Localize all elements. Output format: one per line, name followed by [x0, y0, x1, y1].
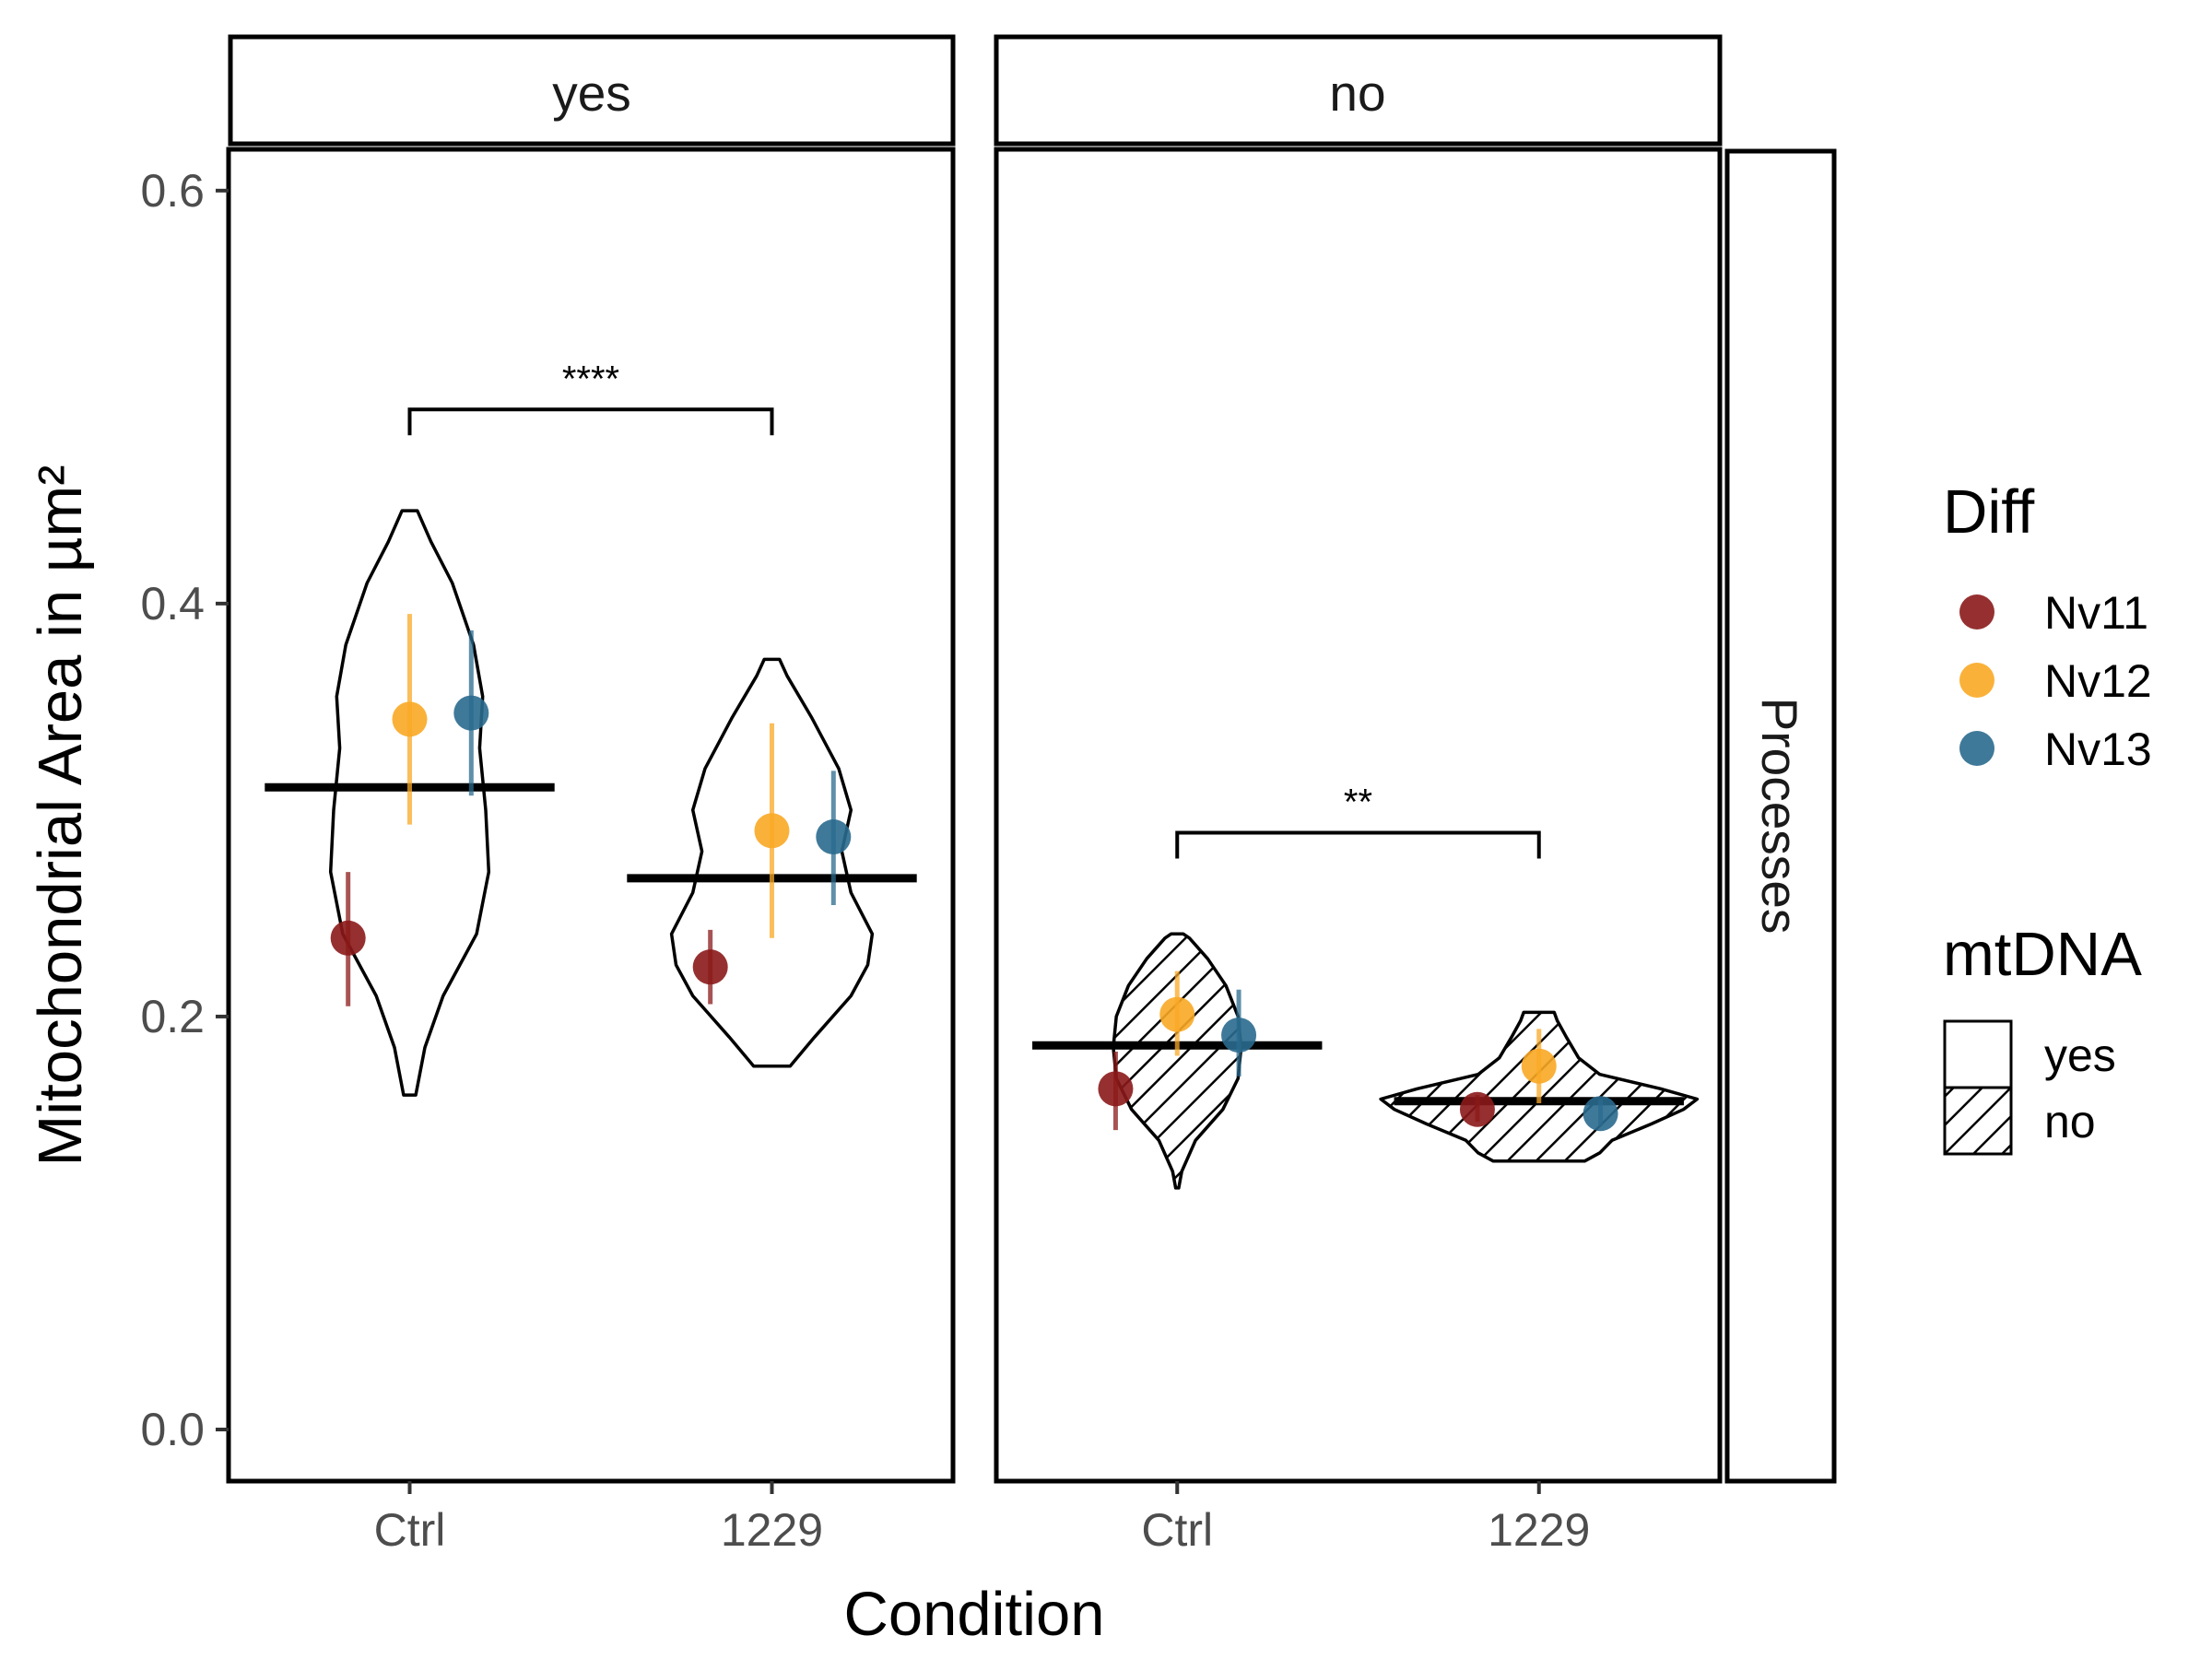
point-yes-1229-Nv11	[692, 949, 728, 985]
panel-yes: ****	[226, 147, 956, 1484]
y-tick-label: 0.6	[140, 165, 205, 217]
legend: Diff Nv11 Nv12 Nv13 mtDNA yes no	[1943, 477, 2152, 1156]
point-no-Ctrl-Nv12	[1159, 996, 1195, 1032]
legend-label-Nv13: Nv13	[2044, 724, 2152, 775]
x-axis-title: Condition	[843, 1580, 1104, 1649]
x-tick-label: 1229	[721, 1504, 823, 1556]
legend-key-Nv12	[1959, 663, 1994, 698]
point-yes-Ctrl-Nv11	[330, 920, 366, 956]
violin-no-Ctrl	[1112, 932, 1243, 1190]
y-axis-title: Mitochondrial Area in µm²	[26, 465, 95, 1166]
point-no-1229-Nv11	[1459, 1091, 1495, 1127]
x-axis: Ctrl 1229 Ctrl 1229	[229, 1478, 1720, 1556]
strip-no-label: no	[1329, 65, 1385, 122]
y-tick-label: 0.0	[140, 1404, 205, 1455]
significance-label-yes: ****	[562, 359, 619, 399]
legend-label-mtdna-no: no	[2044, 1096, 2096, 1147]
legend-key-Nv11	[1959, 594, 1994, 629]
legend-label-mtdna-yes: yes	[2044, 1030, 2116, 1081]
legend-key-mtdna-yes	[1943, 1019, 2013, 1089]
legend-key-mtdna-no	[1943, 1086, 2013, 1156]
strip-no: no	[994, 34, 1723, 147]
point-no-Ctrl-Nv11	[1098, 1071, 1134, 1107]
point-no-1229-Nv12	[1521, 1048, 1557, 1084]
legend-diff-title: Diff	[1943, 477, 2035, 547]
legend-mtdna-title: mtDNA	[1943, 920, 2142, 989]
point-yes-Ctrl-Nv12	[392, 701, 428, 737]
point-yes-1229-Nv12	[754, 813, 790, 849]
y-tick-label: 0.4	[140, 578, 205, 629]
significance-label-no: **	[1344, 782, 1372, 823]
legend-label-Nv11: Nv11	[2044, 587, 2148, 639]
y-axis: 0.0 0.2 0.4 0.6	[140, 149, 231, 1481]
legend-key-Nv13	[1959, 731, 1994, 766]
x-tick-label: Ctrl	[374, 1504, 446, 1556]
panel-no: **	[994, 147, 1723, 1484]
strip-yes: yes	[228, 34, 956, 147]
significance-bracket-no	[1175, 830, 1541, 859]
point-no-1229-Nv13	[1583, 1096, 1618, 1132]
strip-yes-label: yes	[552, 65, 631, 122]
point-no-Ctrl-Nv13	[1221, 1018, 1257, 1053]
point-yes-1229-Nv13	[816, 819, 852, 855]
x-tick-label: 1229	[1488, 1504, 1590, 1556]
point-yes-Ctrl-Nv13	[453, 695, 489, 731]
strip-processes-label: Processes	[1751, 698, 1808, 935]
legend-label-Nv12: Nv12	[2044, 655, 2152, 707]
y-tick-label: 0.2	[140, 991, 205, 1042]
x-tick-label: Ctrl	[1141, 1504, 1213, 1556]
significance-bracket-yes	[407, 407, 774, 436]
strip-processes: Processes	[1724, 148, 1837, 1484]
